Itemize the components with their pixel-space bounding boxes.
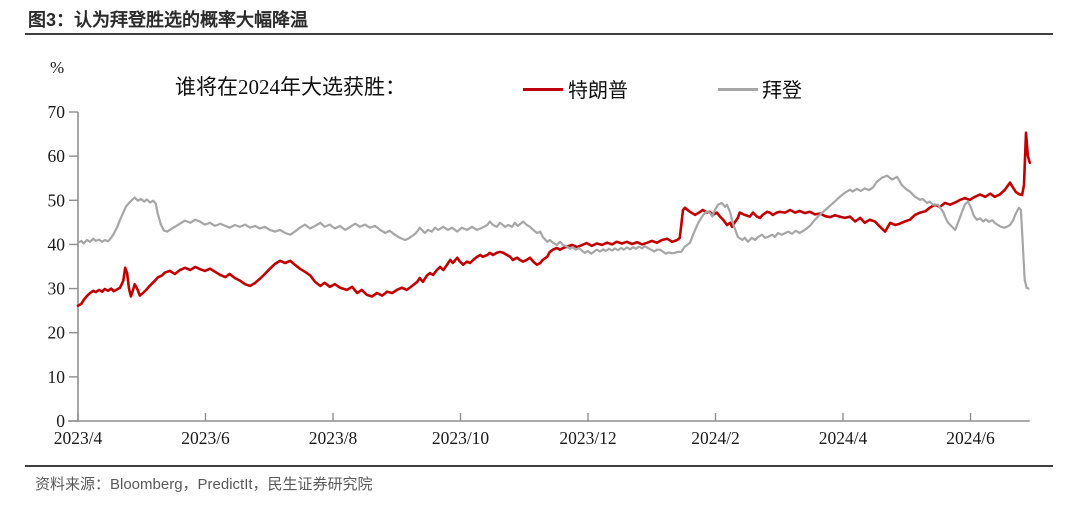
y-axis-unit-label: % <box>50 58 65 77</box>
y-tick-label: 0 <box>56 411 65 431</box>
figure-title: 图3：认为拜登胜选的概率大幅降温 <box>28 10 309 30</box>
series-line-biden <box>76 174 1030 290</box>
x-tick-label: 2023/12 <box>559 428 616 448</box>
header-divider <box>25 33 1053 35</box>
chart-axes: 0 10 20 30 40 50 60 70 2023/4 2023/6 2023/8 2023/10… <box>48 102 1030 448</box>
y-tick-label: 10 <box>48 367 66 387</box>
x-tick-label: 2023/6 <box>181 428 230 448</box>
legend-label-trump: 特朗普 <box>568 80 628 102</box>
y-tick-label: 40 <box>48 234 66 254</box>
y-tick-label: 70 <box>48 102 66 122</box>
y-tick-label: 30 <box>48 279 66 299</box>
chart-series <box>76 131 1032 308</box>
x-tick-label: 2023/8 <box>309 428 358 448</box>
x-tick-label: 2023/10 <box>432 428 490 448</box>
footer-divider <box>25 465 1053 467</box>
y-tick-label: 60 <box>48 146 66 166</box>
chart-title: 谁将在2024年大选获胜： <box>175 75 406 99</box>
x-tick-label: 2024/2 <box>691 428 740 448</box>
y-tick-label: 50 <box>48 190 66 210</box>
y-tick-label: 20 <box>48 323 66 343</box>
source-note: 资料来源：Bloomberg，PredictIt，民生证券研究院 <box>35 476 373 493</box>
legend-line-trump <box>523 88 563 91</box>
x-tick-label: 2024/4 <box>819 428 868 448</box>
x-tick-label: 2023/4 <box>54 428 103 448</box>
legend-line-biden <box>718 88 758 91</box>
series-line-trump <box>76 131 1032 308</box>
x-tick-label: 2024/6 <box>946 428 995 448</box>
legend-label-biden: 拜登 <box>762 80 802 102</box>
